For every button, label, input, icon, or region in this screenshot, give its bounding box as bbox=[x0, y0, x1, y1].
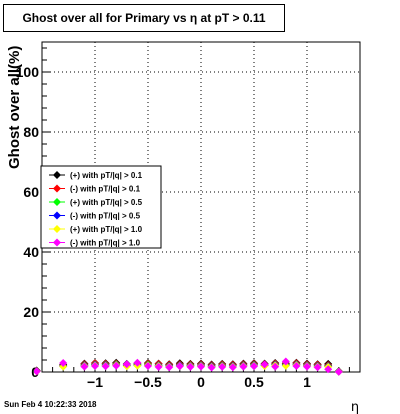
legend: (+) with pT/|q| > 0.1 (-) with pT/|q| > 0… bbox=[40, 165, 162, 249]
data-point bbox=[122, 360, 131, 369]
data-point bbox=[207, 363, 216, 372]
data-point bbox=[101, 362, 110, 371]
data-series bbox=[34, 357, 343, 376]
data-point bbox=[197, 362, 205, 371]
data-point bbox=[144, 362, 152, 370]
data-point bbox=[334, 367, 343, 376]
y-tick-label: 40 bbox=[23, 244, 39, 260]
legend-label: (-) with pT/|q| > 0.5 bbox=[70, 212, 141, 221]
data-point bbox=[154, 362, 163, 371]
x-tick-label: 1 bbox=[303, 374, 311, 390]
axis-tick-labels: −1−0.500.51020406080100 bbox=[16, 64, 311, 390]
data-point bbox=[228, 363, 237, 372]
legend-entry: (-) with pT/|q| > 1.0 bbox=[49, 238, 141, 248]
data-point bbox=[303, 362, 311, 371]
legend-box bbox=[40, 165, 162, 249]
data-point bbox=[313, 363, 322, 372]
y-tick-label: 20 bbox=[23, 304, 39, 320]
legend-label: (-) with pT/|q| > 0.1 bbox=[70, 185, 141, 194]
series-6 bbox=[34, 357, 343, 376]
chart-title-box: Ghost over all for Primary vs η at pT > … bbox=[3, 4, 285, 32]
legend-label: (+) with pT/|q| > 0.1 bbox=[70, 171, 143, 180]
data-point bbox=[34, 367, 41, 376]
legend-label: (-) with pT/|q| > 1.0 bbox=[70, 239, 141, 248]
x-tick-label: 0 bbox=[197, 374, 205, 390]
legend-entry: (-) with pT/|q| > 0.5 bbox=[49, 211, 141, 221]
data-point bbox=[324, 365, 333, 374]
y-tick-label: 80 bbox=[23, 124, 39, 140]
data-point bbox=[281, 361, 290, 370]
legend-entry: (+) with pT/|q| > 1.0 bbox=[49, 225, 143, 234]
data-point bbox=[239, 362, 248, 371]
legend-entry: (+) with pT/|q| > 0.5 bbox=[49, 198, 143, 207]
chart-title: Ghost over all for Primary vs η at pT > … bbox=[22, 11, 266, 25]
legend-entry: (+) with pT/|q| > 0.1 bbox=[49, 171, 143, 180]
data-point bbox=[112, 361, 121, 370]
footer-date: Sun Feb 4 10:22:33 2018 bbox=[4, 400, 97, 409]
data-point bbox=[281, 357, 290, 366]
data-point bbox=[218, 362, 227, 371]
data-point bbox=[175, 362, 184, 371]
data-point bbox=[59, 359, 68, 367]
legend-marker bbox=[53, 184, 61, 193]
legend-entry: (-) with pT/|q| > 0.1 bbox=[49, 184, 141, 194]
y-tick-label: 100 bbox=[16, 64, 40, 80]
data-point bbox=[260, 360, 269, 369]
legend-marker bbox=[53, 198, 61, 206]
x-tick-label: −0.5 bbox=[134, 374, 162, 390]
data-point bbox=[292, 362, 301, 370]
legend-marker bbox=[53, 211, 61, 220]
data-point bbox=[165, 363, 174, 372]
data-point bbox=[91, 362, 99, 370]
data-point bbox=[133, 358, 142, 367]
legend-marker bbox=[53, 225, 61, 233]
legend-marker bbox=[53, 171, 61, 179]
x-axis-label: η bbox=[351, 400, 359, 414]
data-point bbox=[271, 362, 280, 371]
y-axis-label: Ghost over all(%) bbox=[6, 46, 23, 169]
x-tick-label: 0.5 bbox=[244, 374, 264, 390]
legend-label: (+) with pT/|q| > 1.0 bbox=[70, 225, 143, 234]
y-tick-label: 60 bbox=[23, 184, 39, 200]
data-point bbox=[80, 362, 89, 371]
data-point bbox=[250, 362, 258, 371]
data-point bbox=[186, 362, 195, 371]
legend-label: (+) with pT/|q| > 0.5 bbox=[70, 198, 143, 207]
legend-marker bbox=[53, 238, 61, 247]
x-tick-label: −1 bbox=[87, 374, 103, 390]
